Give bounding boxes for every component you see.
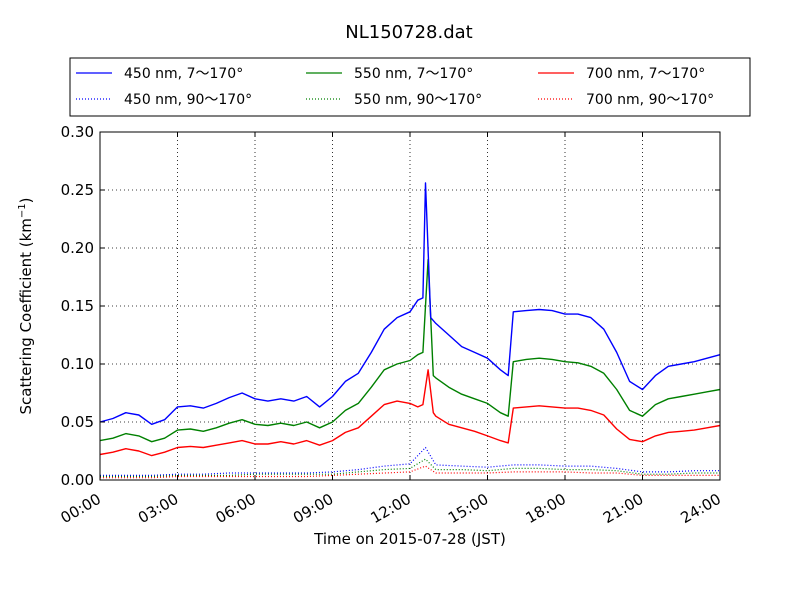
grid-lines <box>100 132 720 480</box>
series-line-5 <box>100 465 720 479</box>
legend-box <box>69 57 751 117</box>
y-tick-label: 0.00 <box>61 471 94 489</box>
y-axis-label-main: Scattering Coefficient (km <box>17 218 35 414</box>
y-axis-ticks: 0.00 0.05 0.10 0.15 0.20 0.25 0.30 <box>61 123 720 489</box>
legend-label-1: 550 nm, 7～170° <box>354 66 473 82</box>
y-tick-label: 0.25 <box>61 181 94 199</box>
y-tick-label: 0.30 <box>61 123 94 141</box>
series-line-2 <box>99 369 721 457</box>
y-axis-label: Scattering Coefficient (km−1) <box>17 197 35 414</box>
legend-entries: 450 nm, 7～170° 550 nm, 7～170° 700 nm, 7～17… <box>76 66 714 108</box>
y-tick-label: 0.05 <box>61 413 94 431</box>
series-line-3 <box>100 446 720 476</box>
legend: 450 nm, 7～170° 550 nm, 7～170° 700 nm, 7～17… <box>69 57 751 117</box>
legend-label-0: 450 nm, 7～170° <box>124 66 243 82</box>
series-line-1 <box>99 258 721 443</box>
legend-label-2: 700 nm, 7～170° <box>586 66 705 82</box>
y-tick-label: 0.20 <box>61 239 94 257</box>
series-line-4 <box>100 458 720 478</box>
series-layer <box>99 182 721 479</box>
y-axis-label-superscript: −1 <box>17 203 28 218</box>
x-axis-label: Time on 2015-07-28 (JST) <box>313 530 506 548</box>
chart-title: NL150728.dat <box>345 22 472 43</box>
y-axis-label-close: ) <box>17 197 35 203</box>
legend-label-4: 550 nm, 90～170° <box>354 92 482 108</box>
y-tick-label: 0.10 <box>61 355 94 373</box>
legend-label-3: 450 nm, 90～170° <box>124 92 252 108</box>
legend-label-5: 700 nm, 90～170° <box>586 92 714 108</box>
series-line-0 <box>99 182 721 425</box>
y-tick-label: 0.15 <box>61 297 94 315</box>
